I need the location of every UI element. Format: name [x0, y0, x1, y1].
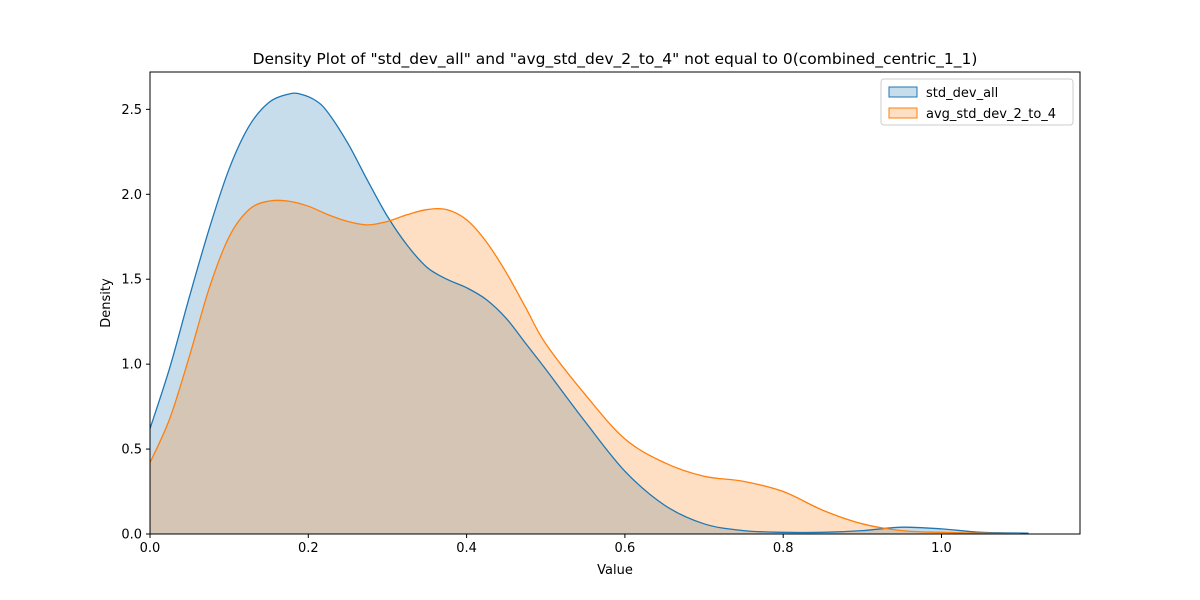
x-axis-label: Value [597, 563, 633, 578]
x-tick-label: 1.0 [931, 541, 952, 556]
plot-area [149, 71, 1081, 535]
x-axis: 0.0 0.2 0.4 0.6 0.8 1.0 [140, 534, 952, 556]
series-line-std_dev_all [150, 92, 1029, 534]
y-tick-label: 1.5 [121, 273, 142, 288]
y-axis-label: Density [99, 278, 114, 328]
legend-box [880, 78, 1074, 126]
x-tick-label: 0.0 [140, 541, 161, 556]
series-line-avg_std_dev_2_to_4 [150, 199, 1021, 534]
x-tick-label: 0.2 [298, 541, 319, 556]
series-area-std_dev_all [150, 93, 1029, 534]
chart-title: Density Plot of "std_dev_all" and "avg_s… [253, 50, 978, 69]
series-layer [150, 92, 1029, 534]
y-tick-label: 1.0 [121, 358, 142, 373]
y-tick-label: 2.5 [121, 103, 142, 118]
plot-frame [149, 71, 1081, 535]
x-tick-label: 0.6 [615, 541, 636, 556]
legend: std_dev_all avg_std_dev_2_to_4 [880, 78, 1074, 126]
legend-label-std_dev_all: std_dev_all [926, 86, 998, 101]
y-tick-label: 0.0 [121, 528, 142, 543]
legend-swatch-std_dev_all [888, 86, 918, 98]
legend-label-avg_std_dev_2_to_4: avg_std_dev_2_to_4 [926, 107, 1056, 122]
y-tick-label: 2.0 [121, 188, 142, 203]
x-tick-label: 0.4 [456, 541, 477, 556]
x-tick-label: 0.8 [773, 541, 794, 556]
legend-swatch-avg_std_dev_2_to_4 [888, 107, 918, 119]
series-area-avg_std_dev_2_to_4 [150, 200, 1021, 534]
y-axis: 0.0 0.5 1.0 1.5 2.0 2.5 [121, 103, 150, 543]
y-tick-label: 0.5 [121, 443, 142, 458]
